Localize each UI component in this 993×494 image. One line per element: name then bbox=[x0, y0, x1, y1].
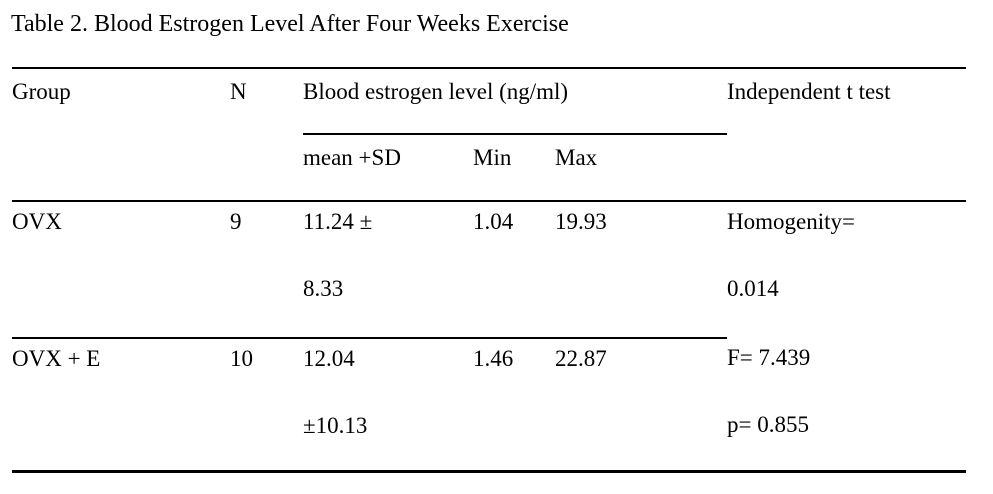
col-header-min: Min bbox=[473, 134, 555, 202]
cell-t-test-line2: p= 0.855 bbox=[727, 412, 809, 437]
table-caption: Table 2. Blood Estrogen Level After Four… bbox=[11, 11, 569, 37]
cell-n: 9 bbox=[230, 201, 303, 339]
cell-min: 1.46 bbox=[473, 338, 555, 473]
cell-t-test-line2: 0.014 bbox=[727, 276, 779, 301]
col-header-n: N bbox=[230, 67, 303, 202]
cell-n: 10 bbox=[230, 338, 303, 473]
cell-max: 19.93 bbox=[555, 201, 728, 339]
table-row-ovx: OVX 9 11.24 ± 8.33 1.04 19.93 Homogenity… bbox=[12, 201, 966, 339]
results-table: Group N Blood estrogen level (ng/ml) Ind… bbox=[12, 67, 967, 473]
cell-t-test: F= 7.439 p= 0.855 bbox=[727, 338, 967, 473]
col-header-blood-estrogen-level: Blood estrogen level (ng/ml) bbox=[303, 67, 728, 135]
cell-group: OVX + E bbox=[12, 338, 230, 473]
cell-t-test-line1: Homogenity= bbox=[727, 209, 855, 234]
cell-mean-sd-line1: 12.04 bbox=[303, 346, 355, 371]
col-header-mean-sd: mean +SD bbox=[303, 134, 473, 202]
cell-mean-sd-line2: 8.33 bbox=[303, 276, 344, 301]
cell-t-test-line1: F= 7.439 bbox=[727, 345, 811, 370]
cell-min: 1.04 bbox=[473, 201, 555, 339]
cell-max: 22.87 bbox=[555, 338, 728, 473]
cell-mean-sd: 11.24 ± 8.33 bbox=[303, 201, 473, 339]
col-header-independent-t-test: Independent t test bbox=[727, 67, 967, 202]
col-header-group: Group bbox=[12, 67, 230, 202]
cell-mean-sd: 12.04 ±10.13 bbox=[303, 338, 473, 473]
header-row-top: Group N Blood estrogen level (ng/ml) Ind… bbox=[12, 67, 967, 202]
table-row-ovx-e: OVX + E 10 12.04 ±10.13 1.46 22.87 F= 7.… bbox=[12, 338, 967, 473]
cell-t-test: Homogenity= 0.014 bbox=[727, 201, 966, 338]
cell-group: OVX bbox=[12, 201, 230, 339]
cell-mean-sd-line1: 11.24 ± bbox=[303, 209, 373, 234]
header-row-sub: mean +SD Min Max bbox=[12, 134, 966, 202]
cell-mean-sd-line2: ±10.13 bbox=[303, 413, 368, 438]
col-header-max: Max bbox=[555, 134, 728, 202]
